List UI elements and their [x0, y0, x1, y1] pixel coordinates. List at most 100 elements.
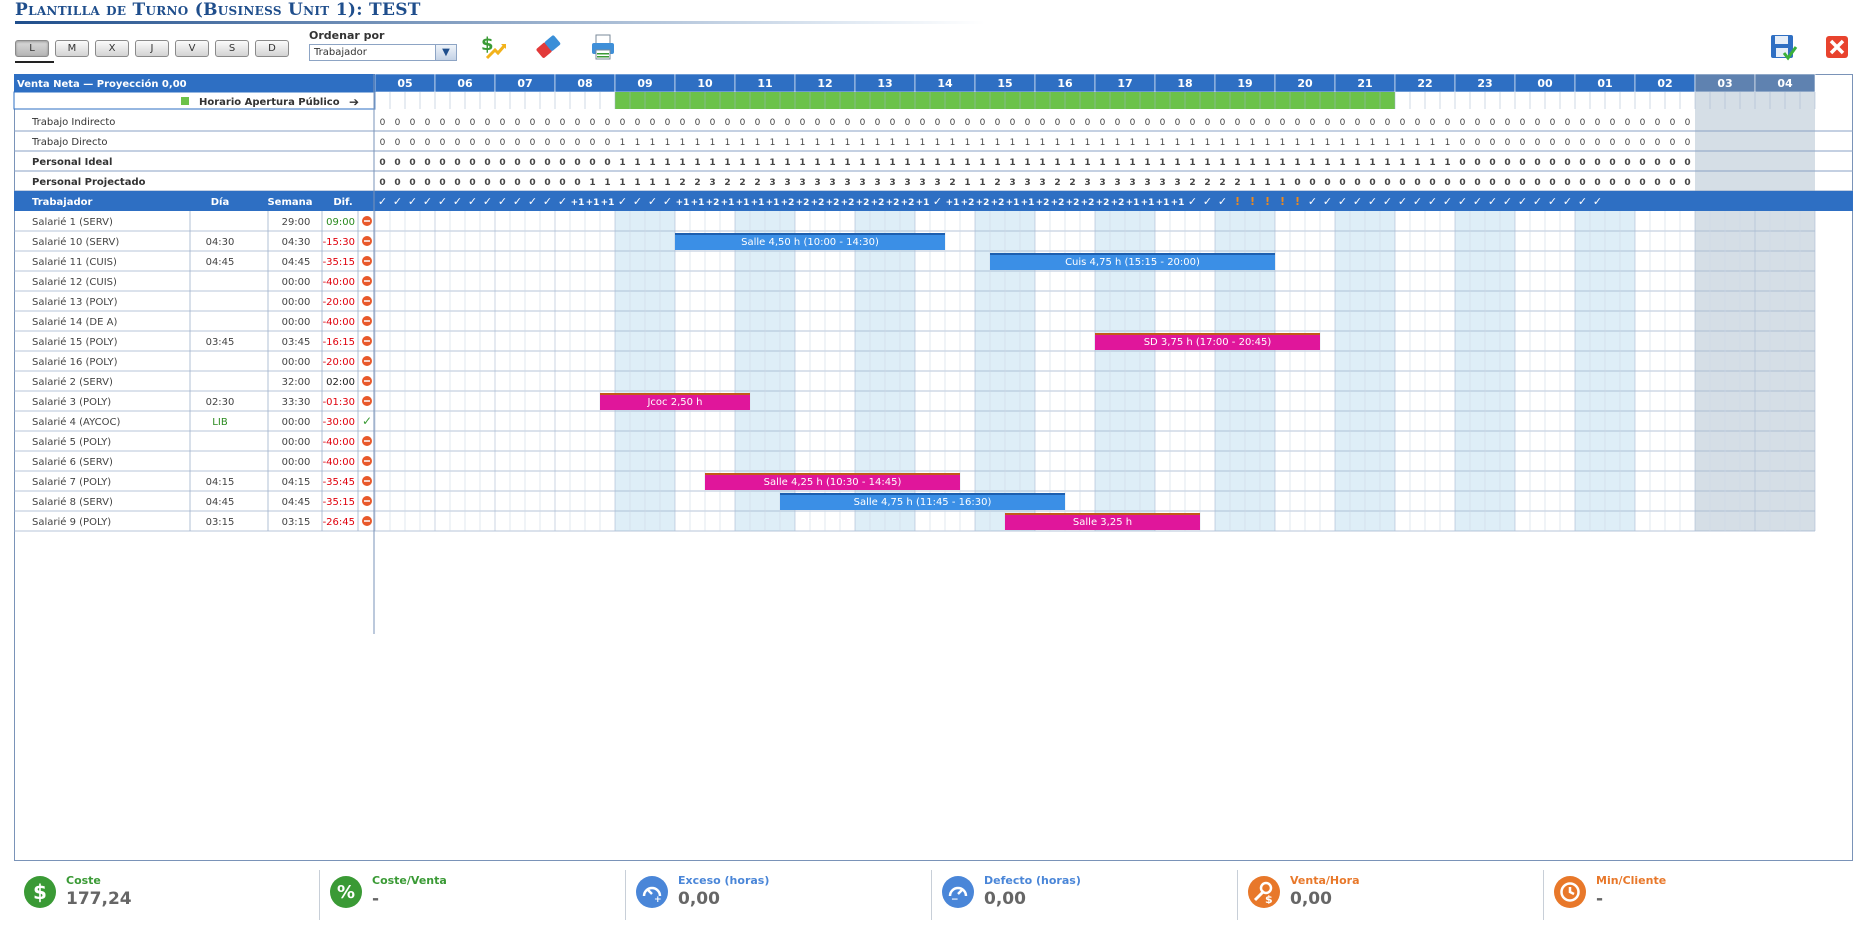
day-button-l[interactable]: L	[15, 40, 49, 57]
summary-cell-value: 0	[1535, 118, 1541, 128]
summary-cell-value: 1	[665, 138, 671, 148]
shift-bar[interactable]	[990, 253, 1275, 270]
worker-name[interactable]: Salarié 8 (SERV)	[32, 496, 113, 508]
summary-cell-value: 0	[830, 118, 836, 128]
hour-label: 04	[1777, 77, 1793, 90]
worker-name[interactable]: Salarié 1 (SERV)	[32, 216, 113, 228]
summary-cell-value: 0	[500, 118, 506, 128]
worker-week-hours: 00:00	[282, 437, 311, 448]
worker-name[interactable]: Salarié 14 (DE A)	[32, 316, 117, 328]
worker-week-hours: 00:00	[282, 457, 311, 468]
shift-bar-top	[1095, 333, 1320, 335]
summary-cell-value: 1	[1039, 158, 1045, 168]
net-sales-label: Venta Neta — Proyección 0,00	[17, 78, 187, 90]
worker-name[interactable]: Salarié 11 (CUIS)	[32, 256, 117, 268]
status-cell: !	[1295, 195, 1300, 208]
worker-name[interactable]: Salarié 5 (POLY)	[32, 436, 111, 448]
summary-cell-value: 3	[1099, 178, 1105, 188]
day-button-d[interactable]: D	[255, 40, 289, 57]
summary-cell-value: 0	[1685, 138, 1691, 148]
worker-diff: -26:45	[323, 517, 355, 528]
worker-name[interactable]: Salarié 3 (POLY)	[32, 396, 111, 408]
worker-name[interactable]: Salarié 10 (SERV)	[32, 236, 119, 248]
status-cell: +2	[1081, 198, 1095, 208]
summary-cell-value: 0	[424, 178, 430, 188]
shift-bar[interactable]	[600, 393, 750, 410]
summary-row-label: Trabajo Indirecto	[31, 117, 115, 128]
summary-cell-value: 0	[1520, 118, 1526, 128]
summary-cell-value: 0	[755, 118, 761, 128]
active-day-indicator	[15, 61, 54, 63]
eraser-icon[interactable]	[533, 32, 563, 62]
summary-cell-value: 0	[875, 118, 881, 128]
worker-name[interactable]: Salarié 6 (SERV)	[32, 456, 113, 468]
summary-cell-value: 0	[1639, 158, 1645, 168]
summary-cell-value: 3	[1024, 178, 1030, 188]
svg-text:$: $	[1265, 893, 1273, 904]
arrow-right-icon[interactable]: ➔	[349, 95, 359, 109]
summary-cell-value: 1	[964, 178, 970, 188]
worker-name[interactable]: Salarié 16 (POLY)	[32, 356, 118, 368]
summary-cell-value: 1	[1249, 178, 1255, 188]
summary-cell-value: 1	[859, 158, 865, 168]
hour-label: 01	[1597, 77, 1612, 90]
kpi-label: Coste/Venta	[372, 874, 447, 887]
day-button-j[interactable]: J	[135, 40, 169, 57]
worker-name[interactable]: Salarié 12 (CUIS)	[32, 276, 117, 288]
status-cell: !	[1265, 195, 1270, 208]
chevron-down-icon[interactable]: ▼	[435, 45, 456, 60]
status-cell: +1	[1006, 198, 1020, 208]
day-button-m[interactable]: M	[55, 40, 89, 57]
worker-name[interactable]: Salarié 7 (POLY)	[32, 476, 111, 488]
summary-cell-value: 1	[1085, 138, 1091, 148]
summary-cell-value: 1	[1175, 138, 1181, 148]
shift-bar[interactable]	[675, 233, 945, 250]
worker-name[interactable]: Salarié 13 (POLY)	[32, 296, 118, 308]
summary-cell-value: 1	[1205, 138, 1211, 148]
summary-cell-value: 1	[1235, 138, 1241, 148]
close-icon[interactable]	[1823, 32, 1853, 62]
summary-cell-value: 1	[1309, 158, 1315, 168]
shift-label: Salle 3,25 h	[1073, 517, 1132, 528]
worker-diff: -20:00	[323, 297, 355, 308]
printer-icon[interactable]	[588, 32, 618, 62]
summary-cell-value: 1	[980, 138, 986, 148]
summary-cell-value: 0	[1640, 118, 1646, 128]
summary-cell-value: 0	[1669, 178, 1675, 188]
status-cell: ✓	[1458, 195, 1467, 208]
worker-diff: -35:45	[323, 477, 355, 488]
summary-cell-value: 1	[1055, 138, 1061, 148]
shift-bar[interactable]	[705, 473, 960, 490]
summary-cell-value: 0	[589, 158, 595, 168]
status-cell: +2	[856, 198, 870, 208]
summary-cell-value: 1	[1070, 138, 1076, 148]
summary-cell-value: 1	[1264, 158, 1270, 168]
summary-cell-value: 1	[1415, 138, 1421, 148]
worker-name[interactable]: Salarié 4 (AYCOC)	[32, 416, 121, 428]
worker-name[interactable]: Salarié 15 (POLY)	[32, 336, 118, 348]
summary-cell-value: 1	[1310, 138, 1316, 148]
summary-cell-value: 0	[454, 178, 460, 188]
worker-week-hours: 00:00	[282, 317, 311, 328]
status-cell: +2	[961, 198, 975, 208]
summary-cell-value: 1	[1159, 158, 1165, 168]
day-button-x[interactable]: X	[95, 40, 129, 57]
hour-label: 10	[697, 77, 713, 90]
shift-bar[interactable]	[1095, 333, 1320, 350]
sort-select[interactable]: Trabajador ▼	[309, 44, 457, 61]
shift-label: Salle 4,50 h (10:00 - 14:30)	[741, 237, 879, 248]
status-cell: +2	[871, 198, 885, 208]
day-button-s[interactable]: S	[215, 40, 249, 57]
worker-name[interactable]: Salarié 9 (POLY)	[32, 516, 111, 528]
day-button-v[interactable]: V	[175, 40, 209, 57]
summary-cell-value: 2	[694, 178, 700, 188]
status-cell: +2	[886, 198, 900, 208]
status-cell: ✓	[1503, 195, 1512, 208]
status-cell: ✓	[1218, 195, 1227, 208]
worker-name[interactable]: Salarié 2 (SERV)	[32, 376, 113, 388]
dollar-trend-icon[interactable]: $	[478, 32, 508, 62]
summary-cell-value: 0	[1265, 118, 1271, 128]
shift-bar[interactable]	[1005, 513, 1200, 530]
save-icon[interactable]	[1768, 32, 1798, 62]
shift-bar[interactable]	[780, 493, 1065, 510]
